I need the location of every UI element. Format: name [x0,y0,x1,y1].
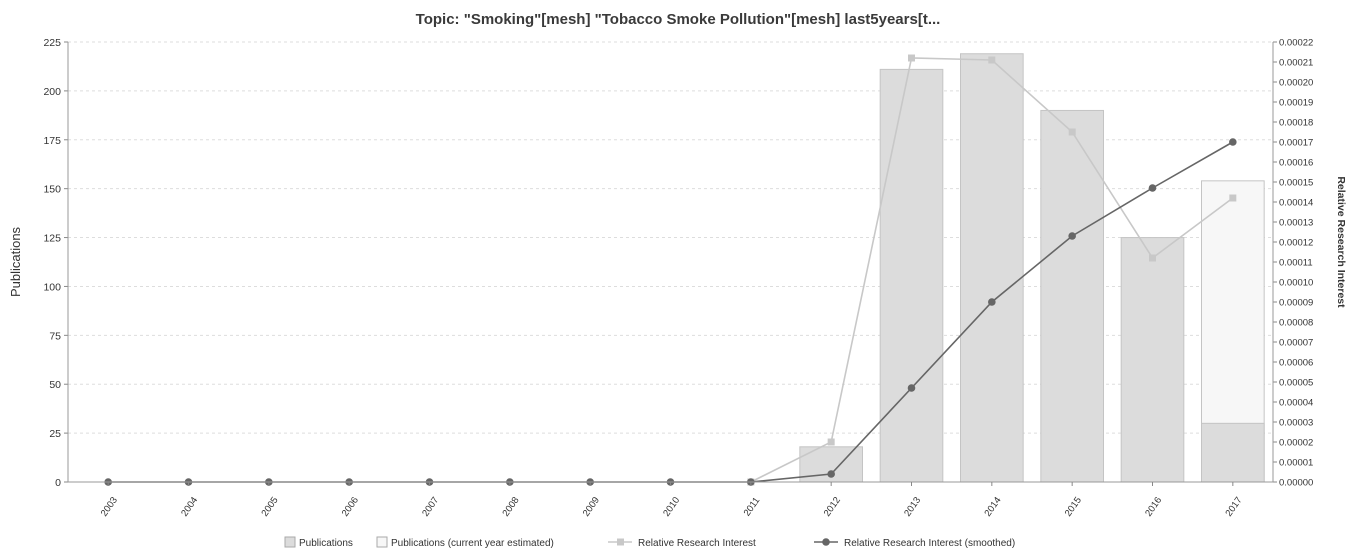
bars [799,53,1265,483]
x-tick-label: 2006 [340,495,361,519]
y2-tick-label: 0.00017 [1279,138,1313,149]
y2-tick-label: 0.00008 [1279,318,1313,329]
y2-tick-label: 0.00012 [1279,238,1313,249]
y2-tick-label: 0.00011 [1279,258,1313,269]
y-tick-label: 0 [55,477,61,489]
legend-label: Relative Research Interest (smoothed) [844,538,1015,549]
legend-swatch [284,536,296,548]
bar [960,53,1024,483]
x-tick-label: 2011 [742,495,763,518]
y2-tick-label: 0.00006 [1279,358,1313,369]
data-point [1229,138,1237,146]
data-point [1068,128,1076,136]
x-tick-label: 2004 [179,495,200,519]
y2-tick-label: 0.00022 [1279,38,1313,49]
y2-tick-label: 0.00013 [1279,218,1313,229]
data-point [827,470,835,478]
y-tick-label: 25 [49,428,61,440]
data-point [1068,232,1076,240]
x-tick-label: 2005 [259,495,280,519]
y2-tick-label: 0.00018 [1279,118,1313,129]
y-tick-label: 175 [43,135,61,147]
y2-tick-label: 0.00009 [1279,298,1313,309]
y2-tick-label: 0.00004 [1279,398,1313,409]
legend-marker [822,538,830,546]
x-tick-label: 2008 [500,495,521,519]
legend-swatch [376,536,388,548]
data-point [988,56,996,64]
data-point [1148,184,1157,192]
y-axis-label: Publications [8,226,23,297]
y2-tick-label: 0.00002 [1279,438,1313,449]
x-tick-label: 2012 [822,495,843,519]
data-point [908,54,915,62]
y2-tick-label: 0.00007 [1279,338,1313,349]
x-tick-label: 2010 [661,495,682,519]
y2-tick-label: 0.00021 [1279,58,1313,69]
legend-marker [617,538,624,546]
bar [1120,237,1185,483]
x-tick-label: 2016 [1143,495,1164,519]
y2-tick-label: 0.00019 [1279,98,1313,109]
data-point [1149,254,1156,262]
data-point [988,298,996,306]
y-tick-label: 125 [43,233,61,245]
bar [879,68,944,483]
y2-tick-label: 0.00016 [1279,158,1313,169]
y-tick-label: 200 [43,86,61,98]
legend-label: Publications (current year estimated) [391,538,554,549]
y-tick-label: 50 [49,379,61,391]
x-tick-label: 2014 [982,495,1003,519]
legend-label: Publications [299,538,353,549]
y2-tick-label: 0.00015 [1279,178,1313,189]
y-tick-label: 100 [43,281,61,293]
y2-tick-label: 0.00003 [1279,418,1313,429]
legend-label: Relative Research Interest [638,538,756,549]
x-tick-label: 2009 [581,495,602,519]
bar [1040,109,1104,483]
data-point [907,384,916,392]
y2-tick-label: 0.00020 [1279,78,1313,89]
data-point [1229,194,1237,202]
y-tick-label: 75 [49,330,61,342]
x-tick-label: 2007 [420,495,441,519]
y2-axis-label: Relative Research Interest [1335,176,1347,308]
legend: Publications Publications (current year e… [284,536,1015,549]
x-tick-label: 2015 [1063,495,1084,519]
y2-tick-label: 0.00005 [1279,378,1313,389]
y2-tick-label: 0.00014 [1279,198,1313,209]
y2-tick-label: 0.00000 [1279,478,1313,489]
bar [1201,422,1265,483]
x-tick-label: 2003 [99,495,120,519]
chart-title: Topic: "Smoking"[mesh] "Tobacco Smoke Po… [416,11,941,28]
y-tick-label: 150 [43,184,61,196]
y2-tick-label: 0.00010 [1279,278,1313,289]
y2-tick-label: 0.00001 [1279,458,1313,469]
x-tick-label: 2013 [902,495,923,519]
x-tick-label: 2017 [1223,495,1244,519]
y-tick-label: 225 [43,37,61,49]
data-point [827,438,835,446]
